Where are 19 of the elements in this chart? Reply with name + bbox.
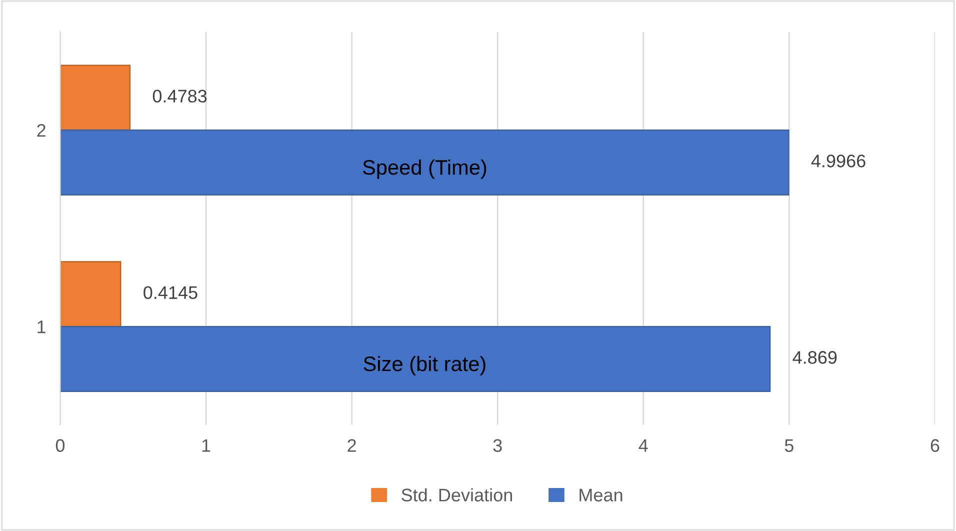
bar bbox=[60, 326, 771, 392]
bar bbox=[60, 261, 122, 328]
x-tick-label: 4 bbox=[638, 439, 648, 452]
data-label: 0.4783 bbox=[152, 90, 207, 103]
x-tick-label: 6 bbox=[930, 439, 940, 452]
data-label: 4.869 bbox=[792, 351, 837, 364]
x-tick-label: 2 bbox=[348, 439, 356, 452]
bar bbox=[60, 130, 790, 196]
data-label: 4.9966 bbox=[811, 154, 866, 168]
bar bbox=[60, 64, 131, 131]
data-label: 0.4145 bbox=[144, 286, 198, 299]
annotation: Size (bit rate) bbox=[364, 356, 486, 376]
x-tick-label: 3 bbox=[493, 439, 502, 452]
annotation: Speed (Time) bbox=[362, 159, 486, 179]
x-tick-label: 1 bbox=[202, 439, 210, 452]
legend-label: Mean bbox=[580, 488, 622, 502]
x-tick-label: 5 bbox=[784, 439, 794, 452]
legend-label: Std. Deviation bbox=[402, 488, 512, 502]
x-tick-label: 0 bbox=[56, 439, 65, 452]
